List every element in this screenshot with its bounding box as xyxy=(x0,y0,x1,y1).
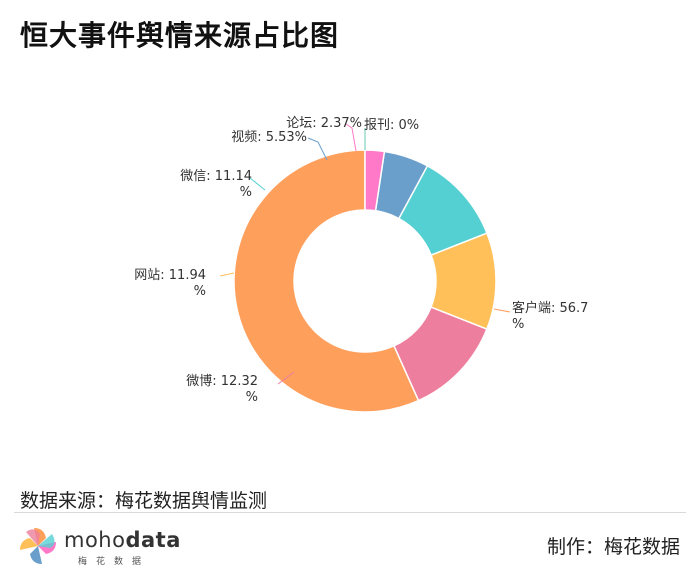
maker-credit: 制作：梅花数据 xyxy=(546,536,680,558)
slice-客户端 xyxy=(233,149,420,413)
slice-label-视频: 视频: 5.53% xyxy=(231,130,307,145)
slice-label-微信: 微信: 11.14% xyxy=(180,169,252,200)
logo-subtitle: 梅花数据 xyxy=(78,557,151,567)
leader-line-微博 xyxy=(277,371,295,385)
slice-label-客户端: 客户端: 56.7% xyxy=(512,300,588,332)
slice-label-论坛: 论坛: 2.37% xyxy=(286,116,362,131)
mohodata-logo: mohodata 梅花数据 xyxy=(16,522,180,568)
slice-label-微博: 微博: 12.32% xyxy=(186,374,258,405)
logo-wordmark: mohodata xyxy=(64,528,181,552)
leader-line-网站 xyxy=(219,272,235,277)
slices-group xyxy=(233,149,497,413)
footer-divider xyxy=(14,512,686,513)
chart-title: 恒大事件舆情来源占比图 xyxy=(20,19,340,52)
labels-group: 客户端: 56.7 % 微博: 12.32 % 网站: 11.94 % 微信: 11.14%… xyxy=(134,116,588,405)
slice-论坛 xyxy=(364,149,386,212)
leader-line-微信 xyxy=(249,177,266,191)
slice-label-报刊: 报刊: 0% xyxy=(364,118,419,133)
slice-label-网站: 网站: 11.94% xyxy=(134,268,206,299)
leader-line-论坛 xyxy=(345,123,357,152)
leader-lines-group xyxy=(219,123,511,385)
leader-line-视频 xyxy=(307,137,328,161)
leader-line-客户端 xyxy=(493,308,511,313)
pinwheel-logo-icon xyxy=(20,528,56,564)
data-source-note: 数据来源：梅花数据舆情监测 xyxy=(20,490,268,512)
